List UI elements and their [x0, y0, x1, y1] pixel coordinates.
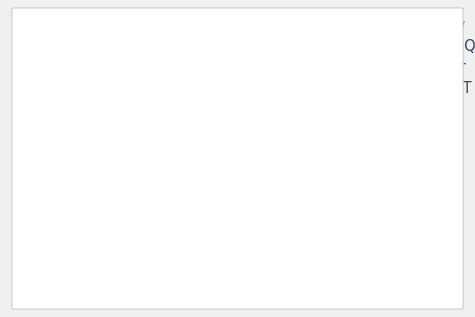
Text: Some diabetics develop abnormal ECGs before they show
obvious symptoms of heart : Some diabetics develop abnormal ECGs bef…: [41, 18, 475, 118]
Text: Ventricular diastole: Ventricular diastole: [70, 237, 212, 252]
Text: Atrial systole: Atrial systole: [70, 279, 165, 294]
Text: Ventricular systole: Ventricular systole: [70, 196, 206, 211]
